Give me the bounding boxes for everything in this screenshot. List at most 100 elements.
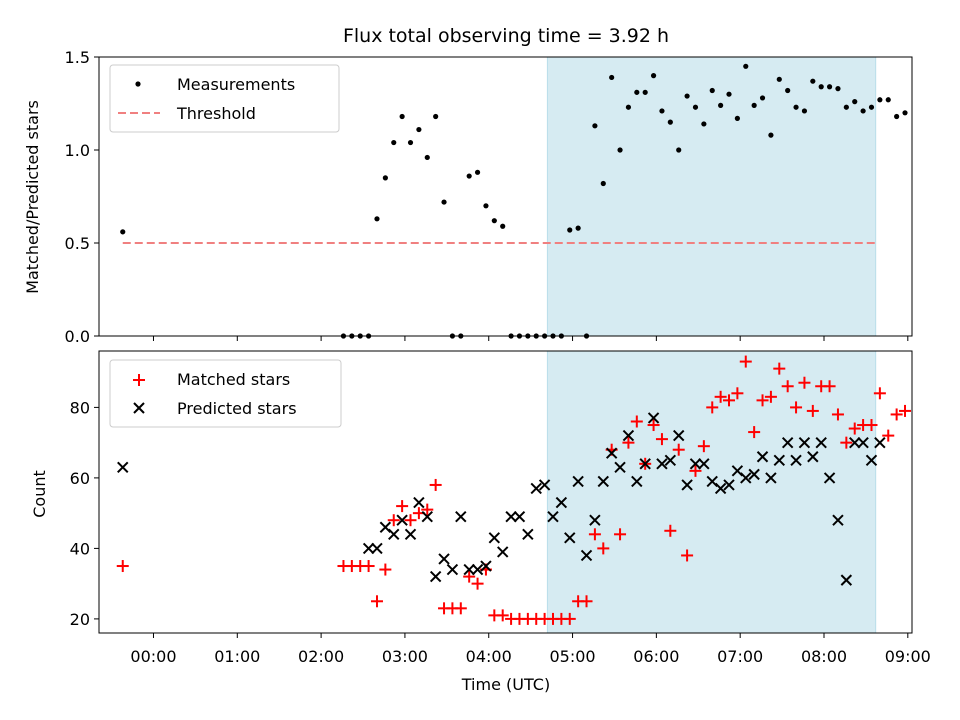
matched-stars-points bbox=[116, 355, 912, 625]
legend-threshold-label: Threshold bbox=[176, 104, 256, 123]
predicted-star-point-b bbox=[673, 429, 685, 442]
top-legend: Measurements Threshold bbox=[109, 64, 340, 133]
predicted-star-point-b bbox=[505, 510, 517, 523]
predicted-star-point bbox=[815, 436, 827, 449]
measurement-point bbox=[416, 126, 422, 133]
measurement-point bbox=[801, 108, 808, 114]
top-y-axis-label: Matched/Predicted stars bbox=[23, 100, 42, 294]
bottom-axes-frame bbox=[98, 350, 913, 634]
x-tick-label: 08:00 bbox=[801, 647, 847, 666]
predicted-star-point bbox=[455, 510, 467, 523]
measurement-point bbox=[676, 147, 682, 153]
predicted-star-point-b bbox=[438, 553, 450, 565]
legend-matched-marker bbox=[133, 374, 145, 386]
matched-star-point bbox=[563, 612, 576, 625]
measurement-point bbox=[793, 104, 799, 110]
predicted-star-point bbox=[463, 563, 475, 576]
predicted-star-point-b bbox=[589, 514, 601, 526]
predicted-star-point bbox=[614, 461, 626, 474]
x-tick-label: 05:00 bbox=[549, 647, 595, 666]
measurement-point bbox=[718, 102, 724, 108]
predicted-star-point bbox=[480, 560, 492, 572]
predicted-star-point-b bbox=[832, 514, 844, 526]
matched-star-point bbox=[681, 549, 694, 562]
matched-star-point bbox=[806, 404, 819, 417]
predicted-star-point bbox=[849, 436, 861, 449]
legend-measurements-label: Measurements bbox=[177, 75, 295, 94]
predicted-star-point-b bbox=[480, 560, 492, 572]
measurement-point bbox=[399, 113, 405, 120]
top-y-ticks: 0.0 0.5 1.0 1.5 bbox=[65, 48, 99, 346]
predicted-star-point-b bbox=[647, 412, 660, 424]
predicted-star-point bbox=[823, 472, 836, 484]
y-tick-label: 80 bbox=[70, 398, 90, 417]
x-tick-label: 07:00 bbox=[717, 647, 763, 666]
measurement-point bbox=[709, 87, 715, 94]
measurement-point bbox=[885, 97, 891, 103]
predicted-star-point-b bbox=[723, 479, 735, 491]
predicted-star-point-b bbox=[840, 574, 853, 586]
legend-measurements-marker bbox=[135, 81, 141, 87]
measurement-point bbox=[743, 63, 749, 69]
predicted-star-point-b bbox=[798, 436, 811, 449]
matched-star-point bbox=[116, 560, 129, 573]
matched-star-point bbox=[588, 528, 601, 541]
predicted-star-point-b bbox=[823, 472, 836, 484]
matched-star-point bbox=[580, 595, 593, 608]
predicted-star-point bbox=[673, 429, 685, 442]
measurement-point bbox=[592, 123, 598, 129]
predicted-star-point-b bbox=[513, 510, 526, 523]
measurement-point bbox=[609, 74, 615, 81]
matched-star-point bbox=[370, 595, 383, 608]
measurement-point bbox=[659, 108, 665, 114]
matched-star-point bbox=[429, 478, 442, 491]
matched-star-point bbox=[756, 394, 769, 407]
predicted-star-point bbox=[429, 570, 442, 583]
predicted-star-point bbox=[404, 528, 417, 541]
measurement-point bbox=[466, 173, 472, 179]
measurement-point bbox=[810, 78, 816, 84]
measurement-point bbox=[852, 99, 858, 105]
predicted-star-point bbox=[396, 514, 408, 526]
y-tick-label: 60 bbox=[70, 469, 90, 488]
predicted-star-point-b bbox=[874, 436, 886, 449]
predicted-star-point bbox=[413, 496, 425, 509]
x-tick-label: 09:00 bbox=[885, 647, 931, 666]
predicted-star-point-b bbox=[815, 436, 827, 449]
predicted-star-point-b bbox=[622, 429, 635, 442]
predicted-star-point-b bbox=[530, 482, 542, 495]
measurement-point bbox=[391, 139, 397, 146]
x-tick-label: 06:00 bbox=[633, 647, 679, 666]
top-x-ticks bbox=[152, 336, 909, 341]
matched-star-point bbox=[890, 408, 903, 421]
x-tick-label: 02:00 bbox=[298, 647, 344, 666]
matched-star-point bbox=[697, 440, 710, 453]
predicted-star-point bbox=[840, 574, 853, 586]
observing-interval-shade-bottom bbox=[546, 350, 877, 634]
predicted-star-point-b bbox=[555, 496, 568, 509]
predicted-star-point bbox=[589, 514, 601, 526]
matched-star-point bbox=[622, 436, 635, 449]
matched-star-point bbox=[421, 503, 434, 516]
measurement-point bbox=[567, 227, 573, 233]
predicted-star-point bbox=[689, 458, 702, 470]
matched-star-point bbox=[899, 404, 912, 417]
predicted-star-point-b bbox=[488, 532, 501, 544]
matched-star-point bbox=[471, 577, 484, 590]
predicted-star-point bbox=[605, 447, 618, 459]
matched-star-point bbox=[748, 426, 761, 439]
predicted-star-point bbox=[471, 563, 484, 576]
predicted-star-point-b bbox=[765, 472, 777, 484]
predicted-star-point-b bbox=[714, 482, 727, 495]
predicted-star-point bbox=[371, 542, 383, 555]
predicted-star-point-b bbox=[849, 436, 861, 449]
measurement-point bbox=[868, 104, 875, 110]
predicted-star-point bbox=[505, 510, 517, 523]
x-tick-label: 00:00 bbox=[130, 647, 176, 666]
measurement-point bbox=[625, 104, 632, 110]
predicted-star-point bbox=[723, 479, 735, 491]
predicted-star-point bbox=[547, 510, 559, 523]
predicted-star-point-b bbox=[117, 461, 129, 474]
predicted-star-point bbox=[714, 482, 727, 495]
